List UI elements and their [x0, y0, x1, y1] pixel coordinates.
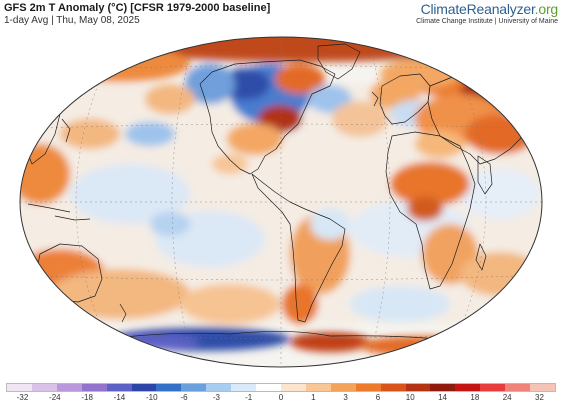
legend-swatch: [106, 384, 132, 391]
brand-logo-part3: .org: [534, 1, 559, 17]
legend-ticks: -32 -24 -18 -14 -10 -6 -3 -1 0 1 3 6 10 14 18 24 32: [6, 393, 556, 405]
legend-swatch: [131, 384, 157, 391]
globe-outline: [19, 36, 543, 368]
legend-tick-label: -6: [180, 393, 188, 402]
legend-swatch: [56, 384, 82, 391]
legend-tick-label: -3: [212, 393, 220, 402]
legend-swatch: [7, 384, 32, 391]
legend-swatch: [81, 384, 107, 391]
legend-swatch: [330, 384, 356, 391]
legend-swatch: [256, 384, 281, 391]
legend-tick-label: -32: [16, 393, 29, 402]
chart-title: GFS 2m T Anomaly (°C) [CFSR 1979-2000 ba…: [4, 2, 271, 14]
legend-swatch: [430, 384, 456, 391]
legend-swatch: [455, 384, 481, 391]
legend-tick-label: 10: [405, 393, 415, 402]
legend-tick-label: 1: [311, 393, 316, 402]
brand-logo-part2: Reanalyzer: [466, 1, 535, 17]
legend-tick-label: -1: [245, 393, 253, 402]
brand-logo-part1: Climate: [420, 1, 467, 17]
chart-subtitle: 1-day Avg | Thu, May 08, 2025: [4, 15, 140, 26]
legend-colorbar: [6, 383, 556, 392]
legend-swatch: [231, 384, 257, 391]
legend-tick-label: 14: [438, 393, 448, 402]
legend-tick-label: 18: [470, 393, 480, 402]
anomaly-map: [19, 36, 543, 368]
legend-swatch: [530, 384, 555, 391]
brand-org-line: Climate Change Institute | University of…: [416, 18, 558, 25]
legend-swatch: [156, 384, 182, 391]
legend-swatch: [181, 384, 207, 391]
legend-tick-label: 3: [343, 393, 348, 402]
legend-tick-label: -14: [113, 393, 126, 402]
legend-swatch: [480, 384, 506, 391]
legend-swatch: [405, 384, 431, 391]
legend-swatch: [280, 384, 306, 391]
legend-tick-label: 24: [502, 393, 512, 402]
legend-swatch: [206, 384, 232, 391]
legend-swatch: [31, 384, 57, 391]
graticule: [20, 37, 542, 367]
legend-swatch: [355, 384, 381, 391]
legend-tick-label: 6: [375, 393, 381, 402]
legend-swatch: [380, 384, 406, 391]
legend-tick-label: 0: [278, 393, 284, 402]
brand-block[interactable]: ClimateReanalyzer.org Climate Change Ins…: [416, 1, 558, 26]
legend-tick-label: 32: [535, 393, 544, 402]
legend-tick-label: -10: [145, 393, 158, 402]
legend-tick-label: -18: [81, 393, 93, 402]
anomaly-field: [20, 37, 542, 367]
legend-swatch: [505, 384, 531, 391]
coastlines: [23, 43, 541, 347]
legend-tick-label: -24: [49, 393, 61, 402]
legend-swatch: [305, 384, 331, 391]
brand-logo[interactable]: ClimateReanalyzer.org: [416, 1, 559, 17]
